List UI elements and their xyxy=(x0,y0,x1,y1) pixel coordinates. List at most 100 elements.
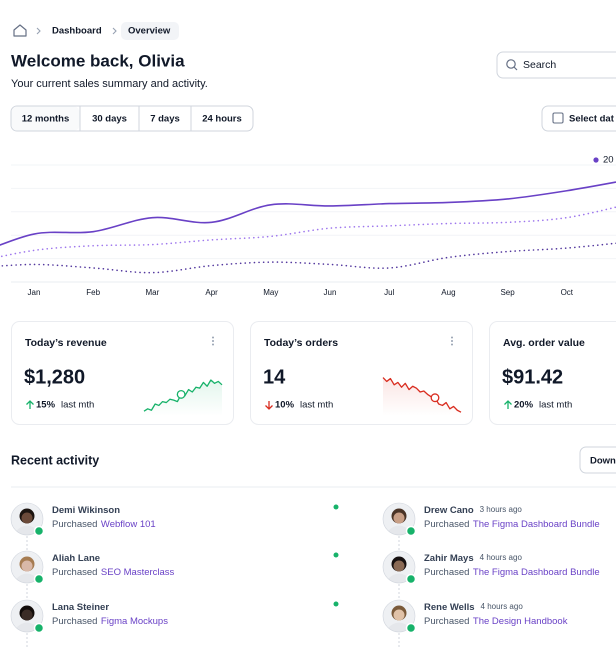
activity-detail: Purchased Figma Mockups xyxy=(52,616,168,627)
status-dot xyxy=(33,622,45,634)
trend-period: last mth xyxy=(61,400,94,411)
status-dot xyxy=(33,525,45,537)
search-placeholder[interactable]: Search xyxy=(523,59,556,71)
timeline-dot xyxy=(333,552,339,558)
menu-dot[interactable] xyxy=(451,336,453,339)
activity-title: Drew Cano 3 hours ago xyxy=(424,505,522,516)
status-dot xyxy=(33,573,45,585)
avatar-face xyxy=(21,512,33,524)
card-value: $1,280 xyxy=(24,366,85,388)
card-title: Today’s orders xyxy=(264,337,338,349)
timeline-dot xyxy=(333,601,339,607)
activity-action: Purchased xyxy=(424,567,469,578)
avatar-face xyxy=(21,560,33,572)
x-tick-label: Jul xyxy=(384,288,394,297)
avatar-body xyxy=(16,573,38,584)
page-subtitle: Your current sales summary and activity. xyxy=(11,78,208,90)
activity-target[interactable]: The Figma Dashboard Bundle xyxy=(473,567,600,578)
x-tick-label: Sep xyxy=(500,288,515,297)
breadcrumb: Dashboard Overview xyxy=(13,22,179,40)
activity-target[interactable]: Webflow 101 xyxy=(101,519,156,530)
line-series xyxy=(0,181,616,246)
current-crumb-bg xyxy=(121,22,179,40)
avatar-body xyxy=(16,525,38,536)
calendar-icon xyxy=(552,112,564,124)
sparkline-area xyxy=(383,377,461,416)
card-title: Avg. order value xyxy=(503,337,585,349)
avatar-face xyxy=(21,609,33,621)
activity-target[interactable]: Figma Mockups xyxy=(101,616,168,627)
activity-time: 4 hours ago xyxy=(480,553,523,562)
search[interactable]: Search xyxy=(496,51,616,79)
sparkline-marker xyxy=(430,393,440,403)
x-tick-label: Mar xyxy=(146,288,160,297)
chevron xyxy=(36,27,41,35)
avatar-body xyxy=(16,622,38,633)
avatar-ring xyxy=(10,502,44,536)
trend-period: last mth xyxy=(539,400,572,411)
user-name[interactable]: Aliah Lane xyxy=(52,553,100,564)
activity-target[interactable]: The Figma Dashboard Bundle xyxy=(473,519,600,530)
x-tick-label: Aug xyxy=(441,288,455,297)
stat-card xyxy=(489,321,616,425)
download-button[interactable]: Down xyxy=(579,446,616,474)
activity-time: 4 hours ago xyxy=(481,602,524,611)
activity-feed: Demi Wikinson Purchased Webflow 101 Aliah L… xyxy=(10,502,600,647)
activity-detail: Purchased The Figma Dashboard Bundle xyxy=(424,519,600,530)
menu-dot[interactable] xyxy=(451,340,453,342)
breadcrumb-link[interactable]: Dashboard xyxy=(52,26,102,37)
x-tick-label: May xyxy=(263,288,278,297)
search-box[interactable] xyxy=(496,51,616,79)
activity-action: Purchased xyxy=(424,616,469,627)
user-name[interactable]: Demi Wikinson xyxy=(52,505,120,516)
tab[interactable]: 7 days xyxy=(150,114,180,125)
x-tick-label: Oct xyxy=(561,288,574,297)
activity-action: Purchased xyxy=(52,616,97,627)
user-name[interactable]: Drew Cano xyxy=(424,505,474,516)
line-series xyxy=(0,206,616,258)
x-tick-label: Feb xyxy=(86,288,100,297)
trend-change: 15% xyxy=(36,400,56,411)
trend-change: 10% xyxy=(275,400,295,411)
home-icon[interactable] xyxy=(13,24,27,37)
sparkline xyxy=(382,377,462,413)
activity-title: Aliah Lane xyxy=(52,553,100,564)
card-value: 14 xyxy=(263,366,286,388)
status-dot xyxy=(405,622,417,634)
legend-dot xyxy=(593,157,599,163)
trend-change: 20% xyxy=(514,400,534,411)
date-button[interactable] xyxy=(541,105,616,132)
user-name[interactable]: Rene Wells xyxy=(424,602,475,613)
trend-period: last mth xyxy=(300,400,333,411)
user-name[interactable]: Zahir Mays xyxy=(424,553,474,564)
stat-card xyxy=(11,321,234,425)
date-picker[interactable]: Select dat xyxy=(541,105,616,132)
tab[interactable]: 30 days xyxy=(92,114,127,125)
activity-title: Lana Steiner xyxy=(52,602,109,613)
menu-dot[interactable] xyxy=(212,336,214,339)
x-tick-label: Apr xyxy=(205,288,218,297)
activity-target[interactable]: SEO Masterclass xyxy=(101,567,175,578)
trend-arrow xyxy=(265,401,273,410)
breadcrumb-current[interactable]: Overview xyxy=(128,26,171,37)
x-tick-label: Jun xyxy=(324,288,337,297)
menu-dot[interactable] xyxy=(451,343,453,346)
avatar-ring xyxy=(382,599,416,633)
user-name[interactable]: Lana Steiner xyxy=(52,602,109,613)
menu-dot[interactable] xyxy=(212,340,214,342)
avatar-body xyxy=(388,525,410,536)
date-button-label[interactable]: Select dat xyxy=(569,114,615,125)
stat-cards: Today’s revenue $1,280 15% last mth Today’s … xyxy=(11,321,616,425)
activity-detail: Purchased The Design Handbook xyxy=(424,616,568,627)
activity-action: Purchased xyxy=(52,567,97,578)
timeline-dot xyxy=(333,504,339,510)
tab[interactable]: 12 months xyxy=(22,114,70,125)
button-label[interactable]: Down xyxy=(590,456,616,467)
tab[interactable]: 24 hours xyxy=(202,114,242,125)
activity-title: Zahir Mays 4 hours ago xyxy=(424,553,522,564)
menu-dot[interactable] xyxy=(212,343,214,346)
activity-target[interactable]: The Design Handbook xyxy=(473,616,568,627)
activity-time: 3 hours ago xyxy=(480,505,523,514)
button[interactable] xyxy=(579,446,616,474)
